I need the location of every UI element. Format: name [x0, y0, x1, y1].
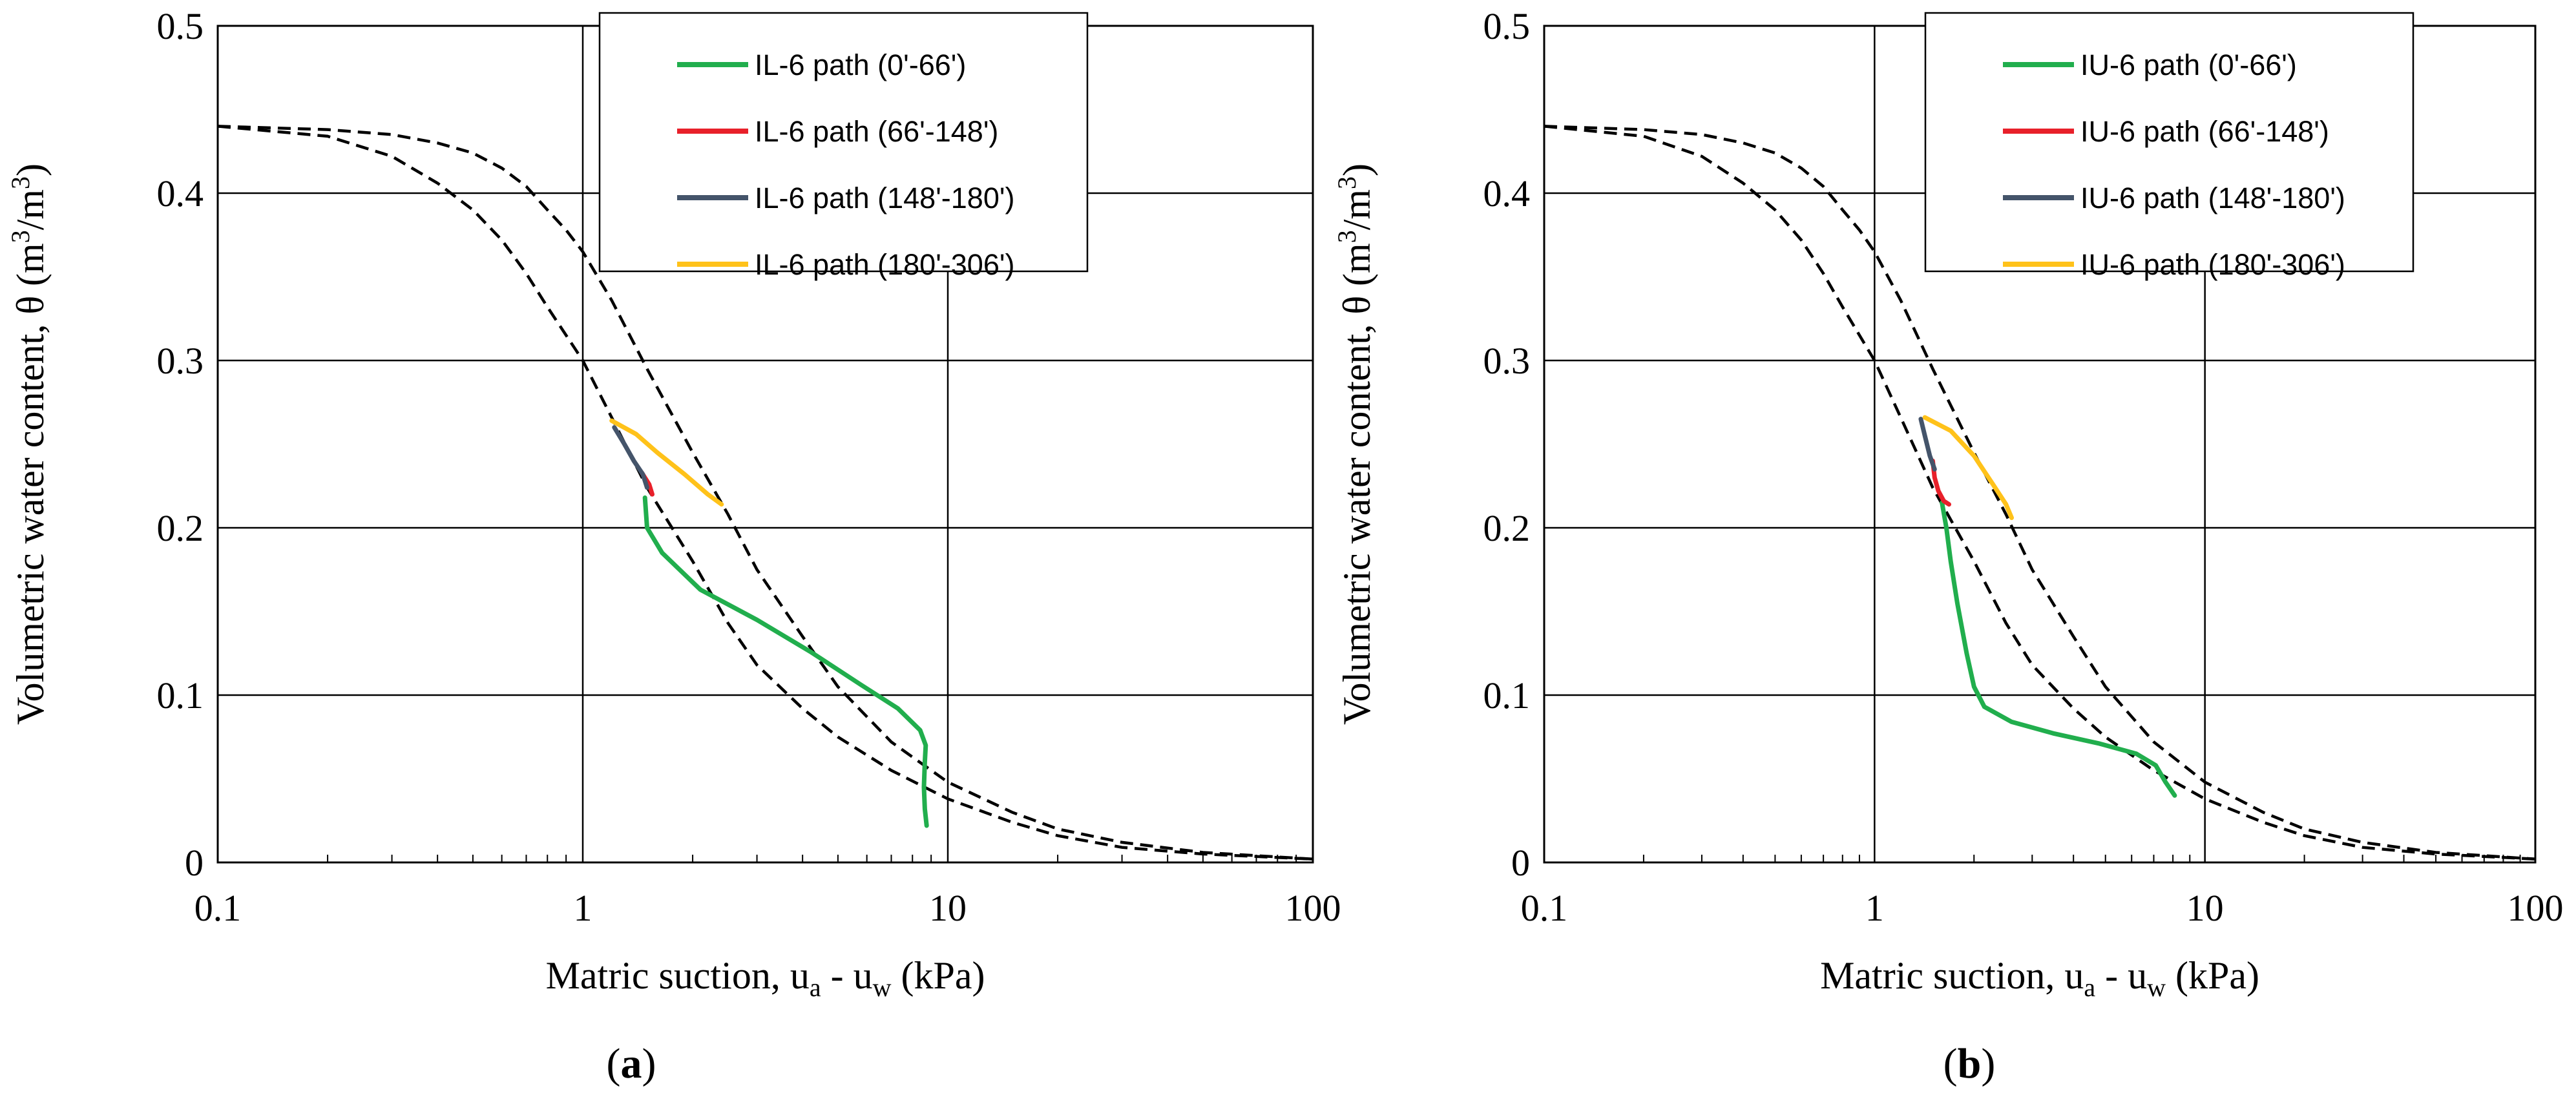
- y-tick-label: 0.4: [157, 172, 204, 214]
- y-axis-title-part: /m: [9, 189, 52, 230]
- plot-series-group: [1544, 125, 2535, 861]
- series-line-3: [612, 425, 649, 490]
- series-line-1: [1940, 500, 2177, 798]
- x-tick-label: 0.1: [194, 887, 242, 929]
- legend-entry-label: IU-6 path (66'-148'): [2080, 115, 2329, 148]
- panel-label-letter: b: [1958, 1040, 1982, 1087]
- legend: IL-6 path (0'-66') IL-6 path (66'-148') IL…: [598, 12, 1089, 281]
- y-tick-label: 0.5: [157, 5, 204, 47]
- panel-label-close: ): [642, 1040, 656, 1087]
- x-axis-title-part: a: [810, 973, 821, 1002]
- drying-curve: [1544, 125, 2535, 861]
- y-tick-label: 0.3: [1483, 340, 1531, 382]
- x-axis-title: Matric suction, ua - uw (kPa): [546, 954, 985, 1002]
- drying-curve: [218, 125, 1313, 861]
- y-axis-title-part: ): [9, 163, 52, 176]
- y-axis-title-part: Volumetric water content, θ (m: [9, 243, 52, 725]
- panel-label: (b): [1943, 1040, 1996, 1087]
- legend-entry-label: IL-6 path (0'-66'): [755, 48, 966, 81]
- legend-box: [1924, 12, 2414, 273]
- series-line-4: [609, 418, 724, 507]
- legend-entry-label: IL-6 path (66'-148'): [755, 115, 998, 148]
- wetting-curve: [1544, 125, 2535, 861]
- panel-label-open: (: [607, 1040, 621, 1087]
- y-axis-title-part: 3: [1332, 230, 1361, 243]
- panel-label-close: ): [1981, 1040, 1995, 1087]
- y-tick-label: 0: [1511, 842, 1530, 884]
- series-line-2: [1930, 458, 1951, 507]
- y-axis-title-part: 3: [1332, 176, 1361, 189]
- x-axis-title-part: a: [2084, 973, 2095, 1002]
- y-tick-label: 0.2: [1483, 507, 1531, 549]
- y-tick-label: 0: [185, 842, 204, 884]
- y-tick-label: 0.3: [157, 340, 204, 382]
- y-axis-title: Volumetric water content, θ (m3/m3): [6, 163, 52, 725]
- y-axis-title-part: ): [1335, 163, 1378, 176]
- y-tick-label: 0.1: [1483, 674, 1531, 716]
- x-tick-label: 10: [2186, 887, 2224, 929]
- y-tick-label: 0.1: [157, 674, 204, 716]
- x-axis-title-part: - u: [2095, 954, 2147, 997]
- x-axis-title-part: w: [873, 973, 892, 1002]
- x-tick-label: 1: [1865, 887, 1884, 929]
- panel-label: (a): [607, 1040, 656, 1087]
- y-axis-title-part: 3: [6, 176, 35, 189]
- y-axis-title-part: Volumetric water content, θ (m: [1335, 243, 1378, 725]
- x-axis-title: Matric suction, ua - uw (kPa): [1820, 954, 2259, 1002]
- legend-entry-label: IU-6 path (148'-180'): [2080, 182, 2345, 214]
- legend: IU-6 path (0'-66') IU-6 path (66'-148') IU…: [1924, 12, 2414, 281]
- series-line-3: [1918, 417, 1937, 472]
- y-tick-label: 0.4: [1483, 172, 1531, 214]
- panel-label-letter: a: [621, 1040, 642, 1087]
- y-tick-label: 0.2: [157, 507, 204, 549]
- legend-box: [598, 12, 1089, 273]
- x-axis-title-part: Matric suction, u: [1820, 954, 2084, 997]
- x-tick-label: 1: [574, 887, 592, 929]
- x-tick-label: 100: [1285, 887, 1341, 929]
- x-axis-title-part: w: [2147, 973, 2166, 1002]
- x-axis-title-part: - u: [821, 954, 873, 997]
- series-line-4: [1922, 415, 2014, 520]
- plot-series-group: [218, 125, 1313, 861]
- panel-label-open: (: [1943, 1040, 1958, 1087]
- x-axis-title-part: (kPa): [2166, 954, 2259, 997]
- series-line-1: [642, 495, 929, 828]
- legend-entry-label: IU-6 path (180'-306'): [2080, 248, 2345, 281]
- y-axis-title-part: 3: [6, 230, 35, 243]
- x-tick-label: 0.1: [1521, 887, 1568, 929]
- legend-entry-label: IL-6 path (180'-306'): [755, 248, 1014, 281]
- wetting-curve: [218, 125, 1313, 861]
- x-tick-label: 10: [929, 887, 967, 929]
- y-axis-title: Volumetric water content, θ (m3/m3): [1332, 163, 1378, 725]
- y-axis-title-part: /m: [1335, 189, 1378, 230]
- x-tick-label: 100: [2508, 887, 2564, 929]
- x-axis-title-part: Matric suction, u: [546, 954, 810, 997]
- legend-entry-label: IL-6 path (148'-180'): [755, 182, 1014, 214]
- x-axis-title-part: (kPa): [891, 954, 985, 997]
- legend-entry-label: IU-6 path (0'-66'): [2080, 48, 2297, 81]
- y-tick-label: 0.5: [1483, 5, 1531, 47]
